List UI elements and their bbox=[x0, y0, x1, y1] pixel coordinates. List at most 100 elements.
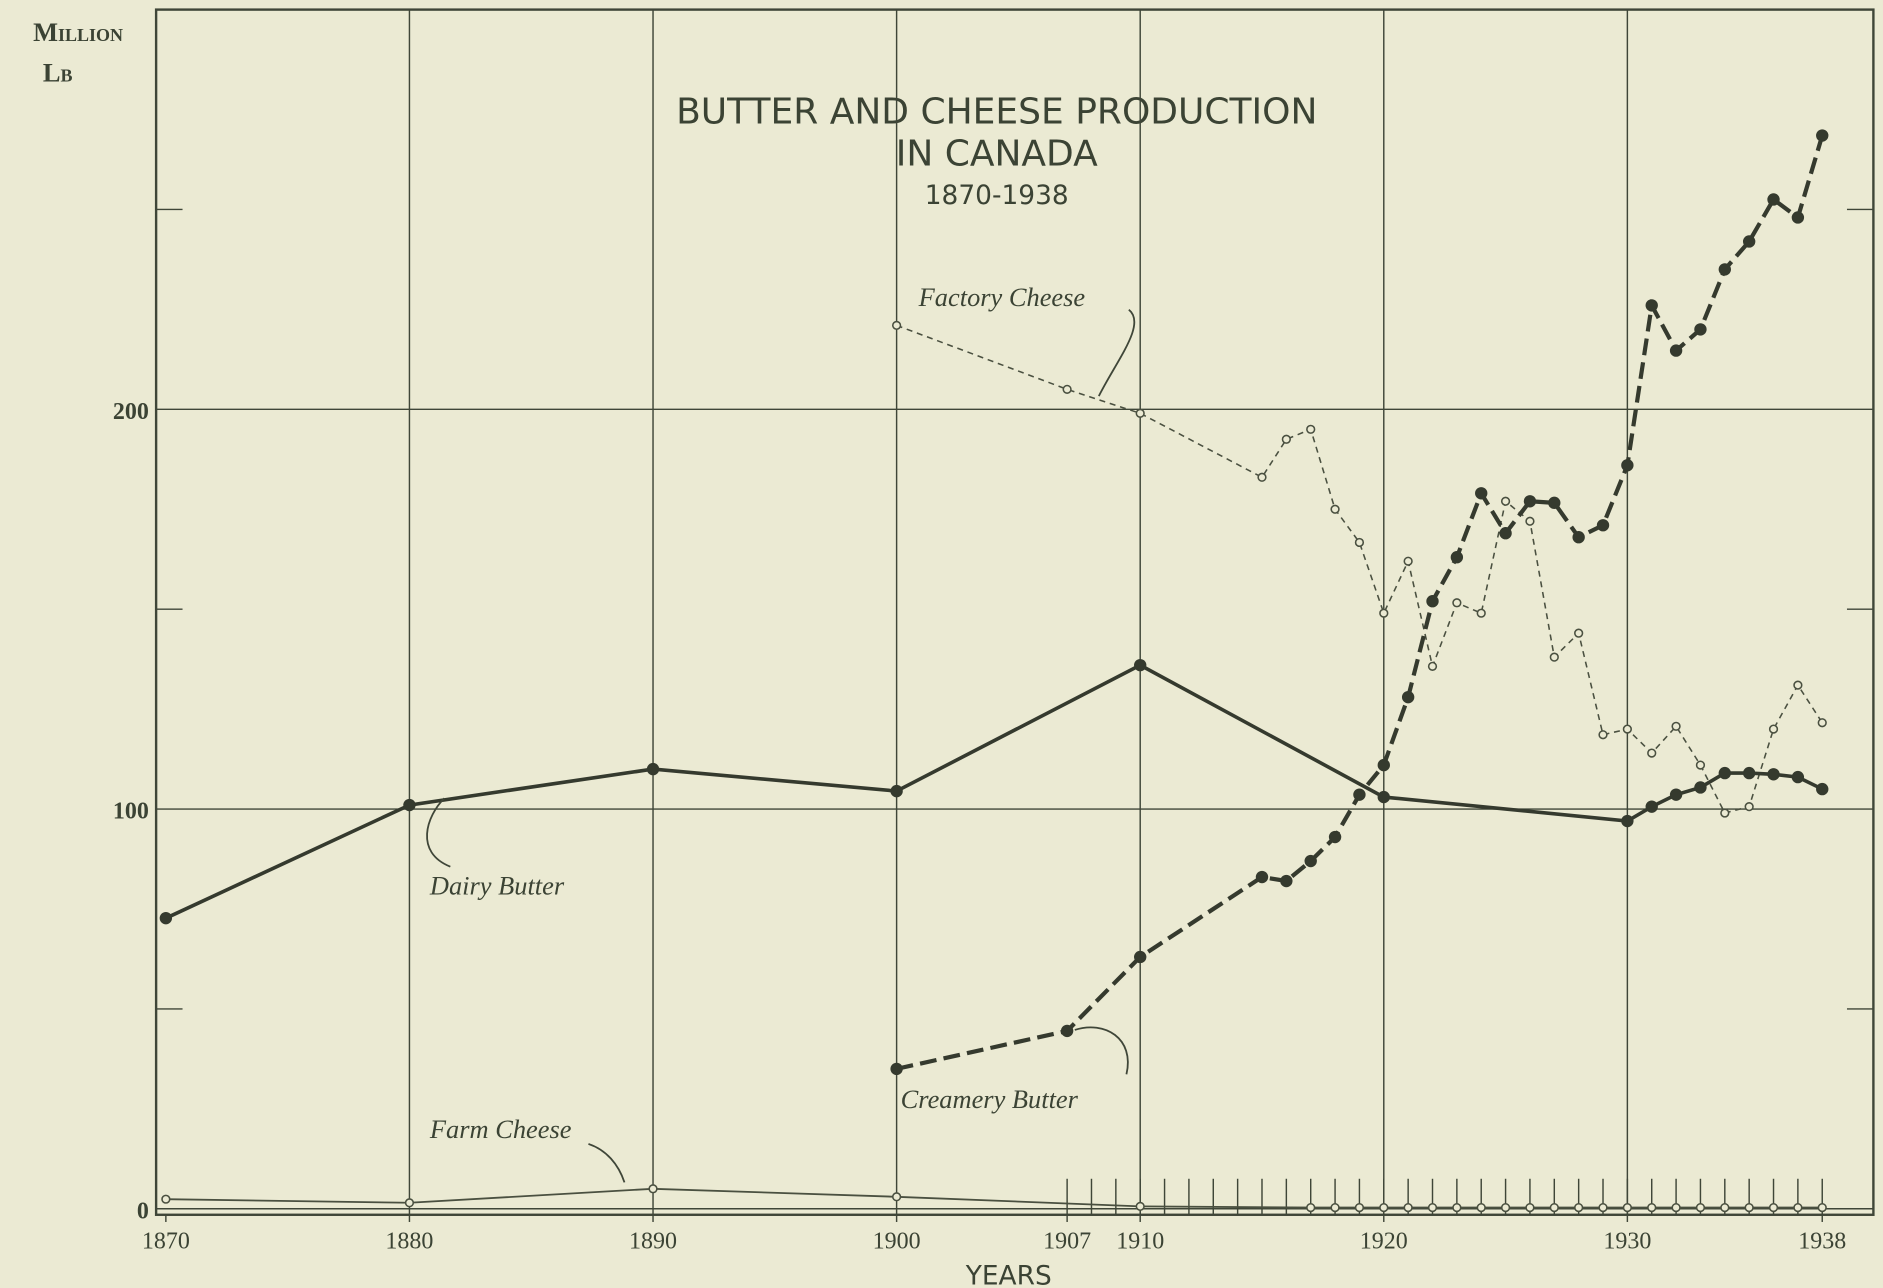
y-tick-label: 0 bbox=[137, 1198, 149, 1224]
data-point bbox=[1062, 384, 1072, 394]
series-label: Farm Cheese bbox=[429, 1114, 572, 1144]
data-point bbox=[1816, 129, 1829, 142]
data-point bbox=[1379, 1202, 1389, 1213]
data-point bbox=[1135, 408, 1145, 418]
data-point bbox=[1718, 263, 1731, 276]
data-point bbox=[1330, 1202, 1340, 1213]
data-point bbox=[1793, 680, 1803, 690]
data-point bbox=[1742, 235, 1756, 248]
data-point bbox=[1403, 556, 1413, 566]
data-point bbox=[1768, 724, 1779, 734]
data-point bbox=[1306, 1202, 1316, 1213]
data-point bbox=[1791, 211, 1805, 224]
data-point bbox=[1257, 472, 1267, 482]
data-point bbox=[1134, 950, 1147, 964]
y-tick-label: 100 bbox=[113, 799, 149, 825]
data-point bbox=[1694, 781, 1707, 794]
data-point bbox=[159, 911, 173, 925]
data-point bbox=[1427, 1202, 1438, 1213]
data-point bbox=[1622, 724, 1632, 734]
data-point bbox=[1280, 874, 1293, 888]
data-point bbox=[1548, 496, 1561, 510]
data-point bbox=[1598, 730, 1608, 740]
data-point bbox=[1720, 1202, 1730, 1213]
data-point bbox=[1621, 814, 1634, 828]
data-point bbox=[1328, 830, 1342, 844]
x-tick-label: 1920 bbox=[1360, 1228, 1408, 1254]
data-point bbox=[404, 1198, 415, 1208]
data-point bbox=[1596, 519, 1610, 532]
data-point bbox=[1354, 537, 1365, 548]
data-point bbox=[1450, 551, 1464, 564]
data-point bbox=[1549, 1202, 1559, 1213]
data-point bbox=[1330, 504, 1340, 514]
data-point bbox=[1523, 495, 1537, 508]
data-point bbox=[1816, 782, 1829, 796]
x-tick-label: 1880 bbox=[385, 1228, 433, 1254]
data-point bbox=[1694, 323, 1707, 336]
data-point bbox=[1354, 1202, 1365, 1213]
data-point bbox=[890, 784, 903, 798]
data-point bbox=[1377, 758, 1390, 772]
data-point bbox=[1768, 1202, 1779, 1213]
data-point bbox=[403, 798, 416, 812]
data-point bbox=[1718, 766, 1731, 780]
data-point bbox=[1622, 1202, 1632, 1213]
label-arrow bbox=[426, 797, 451, 868]
data-point bbox=[1598, 1202, 1608, 1213]
x-tick-label: 1900 bbox=[873, 1228, 921, 1254]
data-point bbox=[1476, 1202, 1486, 1213]
data-point bbox=[1452, 598, 1462, 608]
series-label: Creamery Butter bbox=[901, 1084, 1079, 1114]
data-point bbox=[1669, 344, 1683, 357]
data-point bbox=[1426, 595, 1439, 608]
data-point bbox=[161, 1194, 171, 1204]
data-point bbox=[1500, 496, 1511, 506]
chart-title: BUTTER AND CHEESE PRODUCTION bbox=[676, 92, 1317, 133]
data-point bbox=[1281, 434, 1291, 444]
data-point bbox=[1452, 1202, 1462, 1213]
data-point bbox=[1549, 652, 1559, 662]
data-point bbox=[1742, 766, 1756, 780]
data-point bbox=[1647, 748, 1657, 758]
data-point bbox=[1427, 661, 1438, 671]
y-axis-label: Lb bbox=[43, 58, 73, 88]
data-point bbox=[1379, 608, 1389, 618]
data-point bbox=[646, 762, 660, 776]
data-point bbox=[1574, 628, 1584, 638]
data-point bbox=[1134, 658, 1147, 672]
data-point bbox=[1695, 1202, 1706, 1213]
data-point bbox=[1572, 531, 1585, 544]
data-point bbox=[1500, 1202, 1511, 1213]
data-point bbox=[1793, 1202, 1803, 1213]
x-tick-label: 1910 bbox=[1116, 1228, 1164, 1254]
data-point bbox=[1135, 1201, 1145, 1212]
x-tick-label: 1907 bbox=[1043, 1228, 1091, 1254]
label-arrow bbox=[1074, 1026, 1129, 1075]
y-axis-label: Million bbox=[33, 17, 123, 47]
data-point bbox=[1401, 690, 1415, 704]
data-point bbox=[1525, 516, 1535, 526]
data-point bbox=[1255, 870, 1269, 884]
data-point bbox=[1817, 718, 1827, 728]
data-point bbox=[1476, 608, 1486, 618]
x-tick-label: 1930 bbox=[1603, 1228, 1651, 1254]
data-point bbox=[1645, 299, 1658, 312]
data-point bbox=[891, 1192, 902, 1202]
data-point bbox=[1525, 1202, 1535, 1213]
data-point bbox=[1817, 1202, 1827, 1213]
data-point bbox=[1695, 760, 1706, 770]
data-point bbox=[890, 1062, 903, 1076]
plot-frame bbox=[154, 8, 1875, 1216]
x-tick-label: 1938 bbox=[1798, 1228, 1846, 1254]
data-point bbox=[1353, 788, 1366, 801]
series-label: Dairy Butter bbox=[429, 870, 565, 900]
y-tick-label: 200 bbox=[113, 399, 149, 425]
data-point bbox=[1475, 487, 1488, 500]
data-point bbox=[1403, 1202, 1413, 1213]
data-point bbox=[1767, 768, 1780, 781]
data-point bbox=[1744, 802, 1754, 812]
data-point bbox=[1767, 193, 1780, 206]
